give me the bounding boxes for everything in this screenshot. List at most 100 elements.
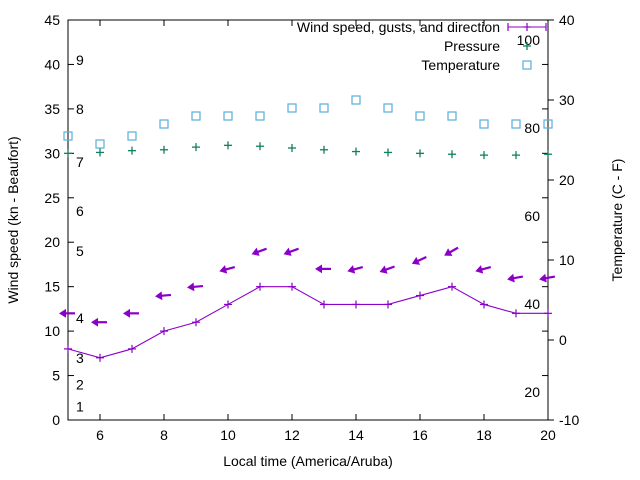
temperature-data-point: [191, 111, 201, 121]
temperature-data-point: [351, 95, 361, 105]
gust-direction-arrow: [379, 265, 395, 274]
gust-direction-arrow: [411, 256, 427, 265]
y2-axis-tick-label: 20: [559, 172, 575, 188]
x-axis-title: Local time (America/Aruba): [223, 453, 393, 469]
x-axis-tick-label: 12: [284, 427, 300, 443]
gust-direction-arrow: [475, 265, 492, 274]
y2-axis-tick-label: -10: [559, 412, 579, 428]
temperature-data-point: [415, 111, 425, 121]
gust-direction-arrow: [187, 282, 204, 292]
gust-direction-arrow: [347, 265, 364, 274]
wind-speed-data-point: [544, 309, 552, 318]
temperature-data-point: [127, 131, 137, 141]
wind-speed-data-point: [448, 282, 456, 291]
gust-direction-arrow: [315, 264, 331, 274]
y2-axis-tick-label: 10: [559, 252, 575, 268]
pressure-data-point: [96, 148, 104, 157]
gust-direction-arrow: [123, 308, 139, 318]
gust-direction-arrow: [155, 291, 172, 301]
wind-speed-data-point: [416, 291, 424, 300]
gust-direction-arrow: [507, 273, 524, 283]
fahrenheit-scale-label: 20: [524, 384, 540, 400]
beaufort-scale-label: 4: [76, 310, 84, 326]
beaufort-scale-label: 7: [76, 154, 84, 170]
plot-area-border: [67, 19, 549, 421]
pressure-data-point: [256, 142, 264, 151]
temperature-data-point: [319, 103, 329, 113]
pressure-data-point: [480, 151, 488, 160]
gust-direction-arrow: [283, 247, 299, 256]
beaufort-scale-label: 5: [76, 243, 84, 259]
y-axis-tick-label: 15: [44, 279, 60, 295]
wind-speed-data-point: [288, 282, 296, 291]
wind-speed-data-point: [160, 327, 168, 336]
temperature-data-point: [479, 119, 489, 129]
y-axis-title: Wind speed (kn - Beaufort): [5, 136, 21, 303]
y-axis-tick-label: 25: [44, 190, 60, 206]
temperature-data-point: [447, 111, 457, 121]
y-axis-tick-label: 10: [44, 323, 60, 339]
wind-speed-data-point: [512, 309, 520, 318]
pressure-data-point: [320, 145, 328, 154]
gust-direction-arrow: [59, 308, 75, 318]
x-axis-tick-label: 10: [220, 427, 236, 443]
temperature-data-point: [223, 111, 233, 121]
wind-speed-data-point: [192, 318, 200, 327]
gust-direction-arrow: [91, 317, 107, 327]
pressure-data-point: [224, 141, 232, 150]
wind-speed-line: [67, 286, 548, 359]
temperature-data-point: [543, 119, 553, 129]
fahrenheit-scale-label: 100: [517, 32, 541, 48]
y-axis-tick-label: 5: [52, 368, 60, 384]
x-axis-tick-label: 6: [96, 427, 104, 443]
fahrenheit-scale-label: 60: [524, 208, 540, 224]
y-axis-tick-label: 20: [44, 234, 60, 250]
y-axis-tick-label: 30: [44, 145, 60, 161]
y2-axis-tick-label: 0: [559, 332, 567, 348]
temperature-data-point: [255, 111, 265, 121]
wind-speed-data-point: [224, 300, 232, 309]
x-axis-tick-label: 14: [348, 427, 364, 443]
temperature-data-point: [383, 103, 393, 113]
y-axis-tick-label: 0: [52, 412, 60, 428]
pressure-data-point: [160, 145, 168, 154]
temperature-data-point: [95, 139, 105, 149]
legend-item-wind-label: Wind speed, gusts, and direction: [297, 19, 500, 35]
wind-speed-data-point: [128, 344, 136, 353]
pressure-data-point: [288, 144, 296, 152]
gust-direction-arrow: [219, 265, 236, 274]
beaufort-scale-label: 1: [76, 399, 84, 415]
beaufort-scale-label: 2: [76, 376, 84, 392]
temperature-data-point: [159, 119, 169, 129]
fahrenheit-scale-label: 40: [524, 296, 540, 312]
beaufort-scale-label: 8: [76, 101, 84, 117]
fahrenheit-scale-label: 80: [524, 120, 540, 136]
wind-speed-data-point: [320, 300, 328, 309]
y-axis-tick-label: 35: [44, 101, 60, 117]
pressure-data-point: [192, 143, 200, 152]
legend-item-temperature-label: Temperature: [421, 57, 500, 73]
gust-direction-arrow: [444, 246, 459, 256]
beaufort-scale-label: 3: [76, 350, 84, 366]
pressure-data-point: [448, 150, 456, 159]
y-axis-tick-label: 40: [44, 56, 60, 72]
y2-axis-tick-label: 30: [559, 92, 575, 108]
temperature-data-point: [63, 131, 73, 141]
x-axis-tick-label: 8: [160, 427, 168, 443]
wind-speed-data-point: [480, 300, 488, 309]
beaufort-scale-label: 6: [76, 203, 84, 219]
legend-item-pressure-label: Pressure: [444, 38, 500, 54]
pressure-data-point: [352, 147, 360, 156]
wind-speed-data-point: [64, 344, 72, 353]
gust-direction-arrow: [251, 247, 267, 256]
y2-axis-title: Temperature (C - F): [609, 159, 625, 282]
gust-direction-arrow: [539, 273, 556, 283]
pressure-data-point: [128, 146, 136, 155]
pressure-data-point: [64, 149, 72, 158]
wind-speed-data-point: [352, 300, 360, 309]
x-axis-tick-label: 16: [412, 427, 428, 443]
y2-axis-tick-label: 40: [559, 12, 575, 28]
temperature-data-point: [511, 119, 521, 129]
